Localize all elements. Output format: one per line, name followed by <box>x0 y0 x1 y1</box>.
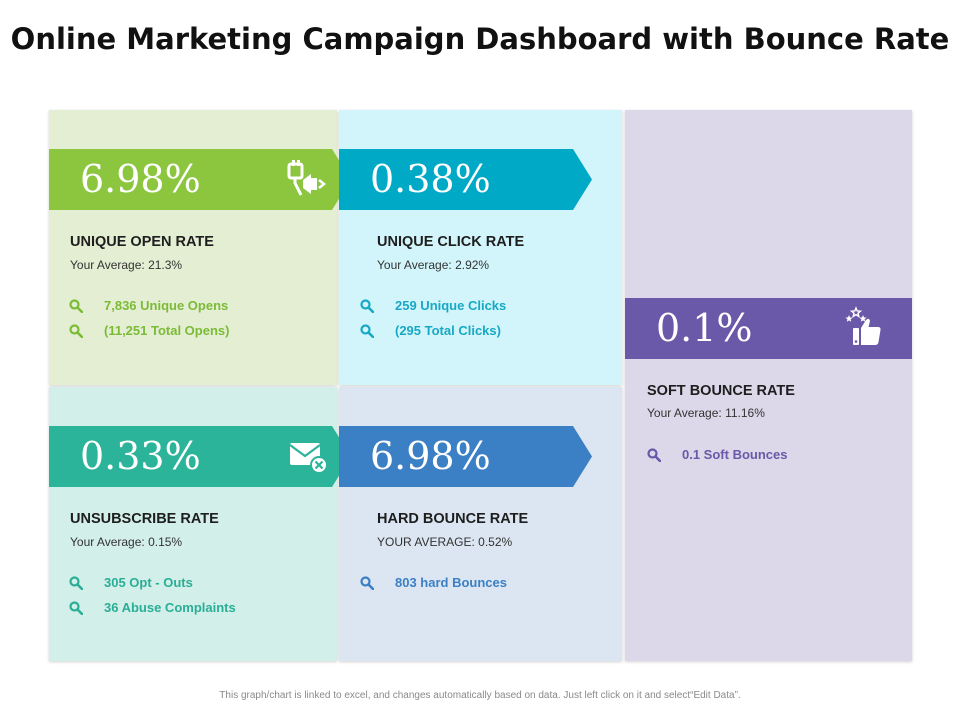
open-rate-detail-text: 7,836 Unique Opens <box>104 298 229 313</box>
soft-bounce-rate-detail-item: 0.1 Soft Bounces <box>647 447 787 462</box>
soft-bounce-rate-detail-text: 0.1 Soft Bounces <box>682 447 788 462</box>
open-rate-detail-item: 7,836 Unique Opens <box>69 298 228 313</box>
unsubscribe-rate-detail-item: 305 Opt - Outs <box>69 575 193 590</box>
magnifier-icon <box>647 447 661 462</box>
click-rate-detail-item: (295 Total Clicks) <box>360 323 501 338</box>
open-rate-detail-text: (11,251 Total Opens) <box>104 323 230 338</box>
magnifier-icon <box>69 323 83 338</box>
page-title: Online Marketing Campaign Dashboard with… <box>10 22 950 56</box>
hard-bounce-rate-banner: 6.98% <box>339 426 592 487</box>
open-rate-banner: 6.98% <box>49 149 351 210</box>
hard-bounce-rate-title: HARD BOUNCE RATE <box>377 511 529 527</box>
megaphone-icon <box>285 159 327 201</box>
click-rate-average: Your Average: 2.92% <box>377 258 490 272</box>
magnifier-icon <box>360 323 374 338</box>
soft-bounce-rate-title: SOFT BOUNCE RATE <box>647 383 795 399</box>
unsubscribe-rate-detail-text: 36 Abuse Complaints <box>104 600 236 615</box>
soft-bounce-rate-value: 0.1% <box>656 306 753 350</box>
click-rate-title: UNIQUE CLICK RATE <box>377 234 525 250</box>
envelope-remove-icon <box>287 436 329 478</box>
unsubscribe-rate-title: UNSUBSCRIBE RATE <box>70 511 219 527</box>
magnifier-icon <box>360 575 374 590</box>
soft-bounce-rate-banner: 0.1% <box>625 298 912 359</box>
unsubscribe-rate-value: 0.33% <box>80 434 201 478</box>
magnifier-icon <box>69 600 83 615</box>
unsubscribe-rate-detail-text: 305 Opt - Outs <box>104 575 193 590</box>
open-rate-value: 6.98% <box>80 157 201 201</box>
magnifier-icon <box>360 298 374 313</box>
click-rate-value: 0.38% <box>370 157 491 201</box>
hard-bounce-rate-detail-item: 803 hard Bounces <box>360 575 507 590</box>
thumbs-up-stars-icon <box>845 306 881 345</box>
click-rate-banner: 0.38% <box>339 149 592 210</box>
unsubscribe-rate-banner: 0.33% <box>49 426 351 487</box>
footer-note: This graph/chart is linked to excel, and… <box>219 690 741 701</box>
click-rate-detail-text: 259 Unique Clicks <box>395 298 507 313</box>
open-rate-title: UNIQUE OPEN RATE <box>70 234 214 250</box>
magnifier-icon <box>69 575 83 590</box>
click-rate-detail-item: 259 Unique Clicks <box>360 298 506 313</box>
open-rate-detail-item: (11,251 Total Opens) <box>69 323 229 338</box>
click-rate-detail-text: (295 Total Clicks) <box>395 323 501 338</box>
unsubscribe-rate-detail-item: 36 Abuse Complaints <box>69 600 236 615</box>
magnifier-icon <box>69 298 83 313</box>
soft-bounce-rate-panel <box>625 110 912 661</box>
soft-bounce-rate-average: Your Average: 11.16% <box>647 406 765 420</box>
open-rate-average: Your Average: 21.3% <box>70 258 183 272</box>
hard-bounce-rate-detail-text: 803 hard Bounces <box>395 575 507 590</box>
hard-bounce-rate-average: YOUR AVERAGE: 0.52% <box>377 535 513 549</box>
unsubscribe-rate-average: Your Average: 0.15% <box>70 535 183 549</box>
hard-bounce-rate-value: 6.98% <box>370 434 491 478</box>
